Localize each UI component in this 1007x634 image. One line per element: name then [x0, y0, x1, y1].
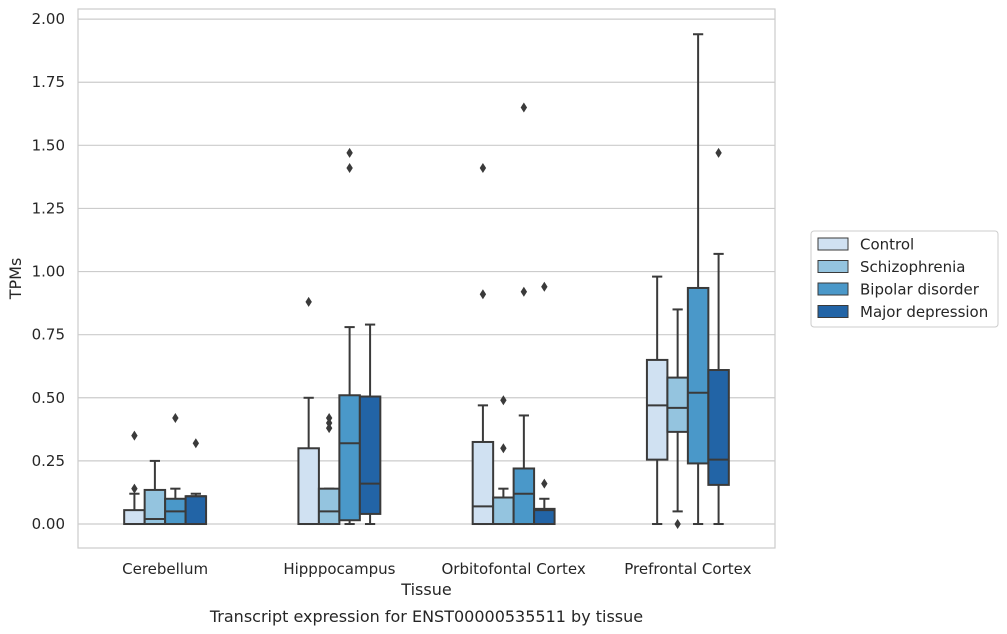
box	[338, 147, 361, 526]
outlier-point	[325, 418, 333, 429]
y-tick-label: 0.50	[32, 389, 65, 407]
y-tick-label: 1.50	[32, 136, 65, 154]
legend: Control Schizophrenia Bipolar disorder Majo…	[810, 230, 999, 328]
box-body	[184, 495, 208, 526]
box	[184, 438, 208, 526]
box-body	[492, 496, 515, 526]
box	[297, 296, 320, 526]
box	[686, 33, 710, 526]
legend-swatch	[817, 260, 849, 273]
x-tick-label: Orbitofontal Cortex	[442, 560, 586, 578]
box	[317, 412, 341, 526]
box	[143, 459, 167, 526]
box-body	[512, 467, 536, 526]
box	[471, 163, 495, 526]
box	[533, 281, 556, 526]
box	[645, 275, 669, 526]
x-axis-title: Tissue	[400, 580, 451, 599]
outlier-point	[541, 478, 548, 489]
outlier-point	[520, 286, 528, 297]
outlier-point	[715, 147, 722, 158]
outlier-point	[305, 296, 312, 307]
box-body	[707, 369, 730, 486]
boxes	[123, 33, 730, 530]
y-tick-label: 1.25	[32, 199, 65, 217]
legend-swatch	[817, 282, 849, 296]
legend-label: Control	[860, 236, 914, 254]
box	[123, 430, 146, 526]
legend-swatch	[817, 305, 849, 318]
box	[492, 395, 515, 526]
x-tick-label: Cerebellum	[122, 560, 208, 578]
y-tick-label: 1.75	[32, 73, 65, 91]
legend-item: Control	[817, 236, 914, 254]
y-tick-label: 0.75	[32, 326, 65, 344]
box-body	[471, 440, 495, 526]
figure-caption: Transcript expression for ENST0000053551…	[209, 607, 643, 626]
box-body	[358, 395, 382, 515]
legend-label: Major depression	[860, 303, 988, 321]
box-body	[338, 394, 361, 522]
x-axis-ticks: Cerebellum Hipppocampus Orbitofontal Corte…	[122, 560, 751, 578]
legend-item: Major depression	[817, 303, 988, 321]
box-body	[297, 447, 320, 526]
x-tick-label: Prefrontal Cortex	[624, 560, 751, 578]
outlier-point	[325, 412, 333, 423]
legend-item: Bipolar disorder	[817, 281, 980, 299]
box	[707, 147, 730, 526]
outlier-point	[520, 102, 528, 113]
outlier-point	[346, 163, 353, 174]
box	[164, 412, 187, 526]
outlier-point	[541, 281, 548, 292]
legend-label: Schizophrenia	[860, 258, 965, 276]
outlier-point	[172, 412, 179, 423]
legend-frame	[810, 230, 999, 328]
y-tick-label: 0.25	[32, 452, 65, 470]
outlier-point	[192, 438, 200, 449]
x-tick-label: Hipppocampus	[283, 560, 395, 578]
box-body	[533, 507, 556, 526]
outlier-point	[325, 423, 333, 434]
outlier-point	[479, 163, 487, 174]
gridlines	[78, 18, 775, 525]
y-tick-label: 2.00	[32, 10, 65, 28]
box	[358, 323, 382, 526]
outlier-point	[346, 147, 353, 158]
box-body	[317, 487, 341, 526]
outlier-point	[479, 289, 487, 300]
outlier-point	[674, 519, 681, 530]
legend-item: Schizophrenia	[817, 258, 965, 276]
box	[512, 102, 536, 526]
outlier-point	[500, 443, 507, 454]
y-tick-label: 0.00	[32, 515, 65, 533]
legend-label: Bipolar disorder	[860, 281, 980, 299]
outlier-point	[500, 395, 507, 406]
y-axis-title: TPMs	[6, 258, 25, 301]
y-tick-label: 1.00	[32, 263, 65, 281]
box-body	[666, 376, 689, 433]
plot-area-frame	[77, 8, 776, 549]
box-body	[123, 509, 146, 526]
box	[666, 308, 689, 530]
box-body	[686, 286, 710, 465]
outlier-point	[131, 483, 138, 494]
y-axis-ticks: 0.00 0.25 0.50 0.75 1.00 1.25 1.50 1.75 2.00	[32, 10, 65, 533]
outlier-point	[131, 430, 138, 441]
legend-swatch	[817, 237, 849, 251]
box-body	[645, 358, 669, 461]
